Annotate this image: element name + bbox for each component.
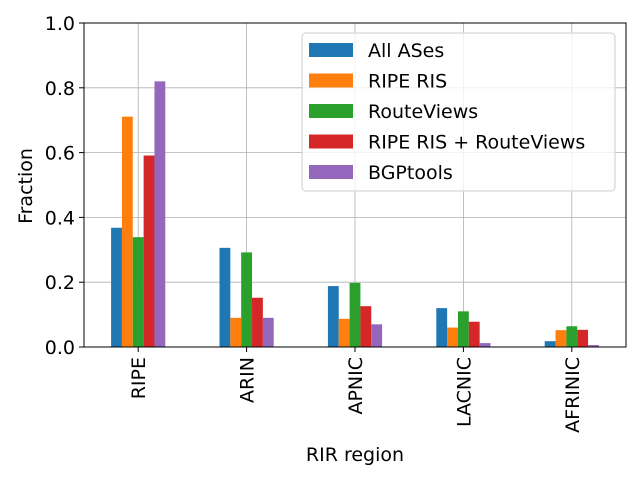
bar-ripe-series-0	[111, 227, 122, 347]
bar-arin-series-4	[262, 317, 274, 347]
bar-lacnic-series-0	[436, 308, 448, 347]
bar-afrinic-series-3	[577, 329, 589, 347]
legend-label: RIPE RIS	[368, 71, 447, 93]
y-axis-ticks: 0.0 0.2 0.4 0.6 0.8 1.0	[45, 13, 84, 359]
y-tick-label: 0.6	[45, 143, 75, 165]
x-tick-label-apnic: APNIC	[345, 357, 367, 415]
legend-box	[301, 32, 616, 192]
legend-swatch	[309, 104, 353, 118]
legend-label: RIPE RIS + RouteViews	[368, 132, 585, 154]
bar-ripe-series-2	[132, 237, 144, 347]
legend-swatch	[309, 43, 353, 57]
legend-swatch	[309, 134, 353, 149]
y-tick-label: 0.4	[45, 207, 75, 229]
y-tick-label: 0.0	[45, 337, 75, 359]
bar-apnic-series-1	[338, 318, 350, 347]
bar-arin-series-1	[230, 317, 242, 347]
bar-apnic-series-2	[349, 282, 361, 347]
bar-ripe-series-4	[154, 81, 166, 347]
bar-afrinic-series-2	[566, 326, 578, 347]
bar-apnic-series-0	[327, 286, 339, 347]
bar-afrinic-series-1	[555, 330, 567, 347]
legend-label: All ASes	[368, 40, 444, 62]
x-tick-label-arin: ARIN	[237, 357, 259, 403]
x-tick-label-afrinic: AFRINIC	[562, 357, 584, 433]
x-axis-ticks: RIPE ARIN APNIC LACNIC AFRINIC	[128, 347, 584, 433]
y-tick-label: 0.2	[45, 272, 75, 294]
bar-apnic-series-4	[371, 324, 383, 347]
legend-label: RouteViews	[368, 101, 478, 123]
bar-arin-series-0	[219, 247, 231, 347]
legend-label: BGPtools	[368, 162, 453, 184]
bar-lacnic-series-2	[457, 311, 469, 347]
x-tick-label-ripe: RIPE	[128, 357, 150, 399]
bars	[111, 81, 599, 347]
bar-arin-series-3	[252, 297, 263, 347]
legend: All ASes RIPE RIS RouteViews RIPE RIS + Rou…	[301, 32, 616, 192]
y-axis-label: Fraction	[15, 148, 37, 224]
bar-afrinic-series-0	[544, 341, 556, 347]
bar-apnic-series-3	[360, 306, 372, 347]
bar-ripe-series-1	[121, 116, 133, 347]
legend-swatch	[309, 73, 353, 88]
x-tick-label-lacnic: LACNIC	[453, 357, 475, 427]
bar-arin-series-2	[241, 252, 253, 347]
bar-afrinic-series-4	[588, 345, 599, 347]
y-tick-label: 0.8	[45, 78, 75, 100]
x-axis-label: RIR region	[306, 444, 404, 466]
bar-ripe-series-3	[143, 155, 155, 347]
legend-swatch	[309, 165, 353, 179]
y-tick-label: 1.0	[45, 13, 75, 35]
bar-lacnic-series-1	[447, 327, 458, 347]
bar-lacnic-series-4	[479, 343, 491, 347]
bar-lacnic-series-3	[468, 321, 480, 347]
